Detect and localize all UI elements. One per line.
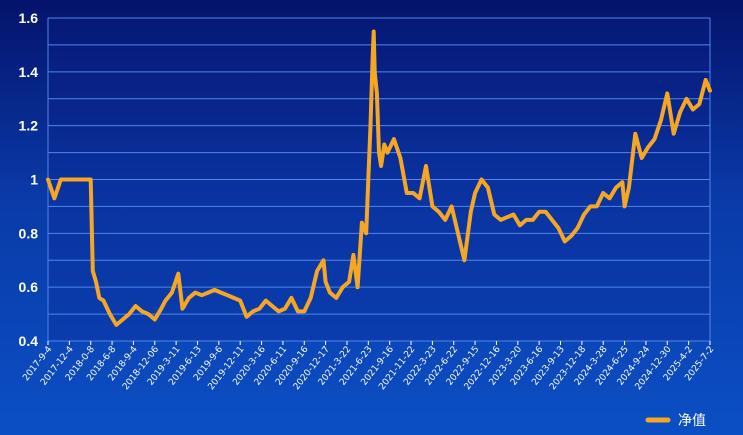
y-tick-label: 0.6 [19,279,39,295]
y-tick-label: 1.4 [19,64,39,80]
y-tick-label: 1.6 [19,10,39,26]
y-tick-label: 1.2 [19,118,39,134]
legend: 净值 [645,413,706,429]
y-tick-label: 1 [30,172,38,188]
series-line-nav [46,29,712,327]
y-axis-ticks: 0.4 0.6 0.8 1 1.2 1.4 1.6 [19,10,39,349]
x-axis-ticks: 2017-9-42017-12-42018-0-82018-6-82018-9-… [21,341,716,392]
legend-label: 净值 [678,413,706,429]
y-tick-label: 0.4 [19,333,39,349]
y-tick-label: 0.8 [19,225,39,241]
